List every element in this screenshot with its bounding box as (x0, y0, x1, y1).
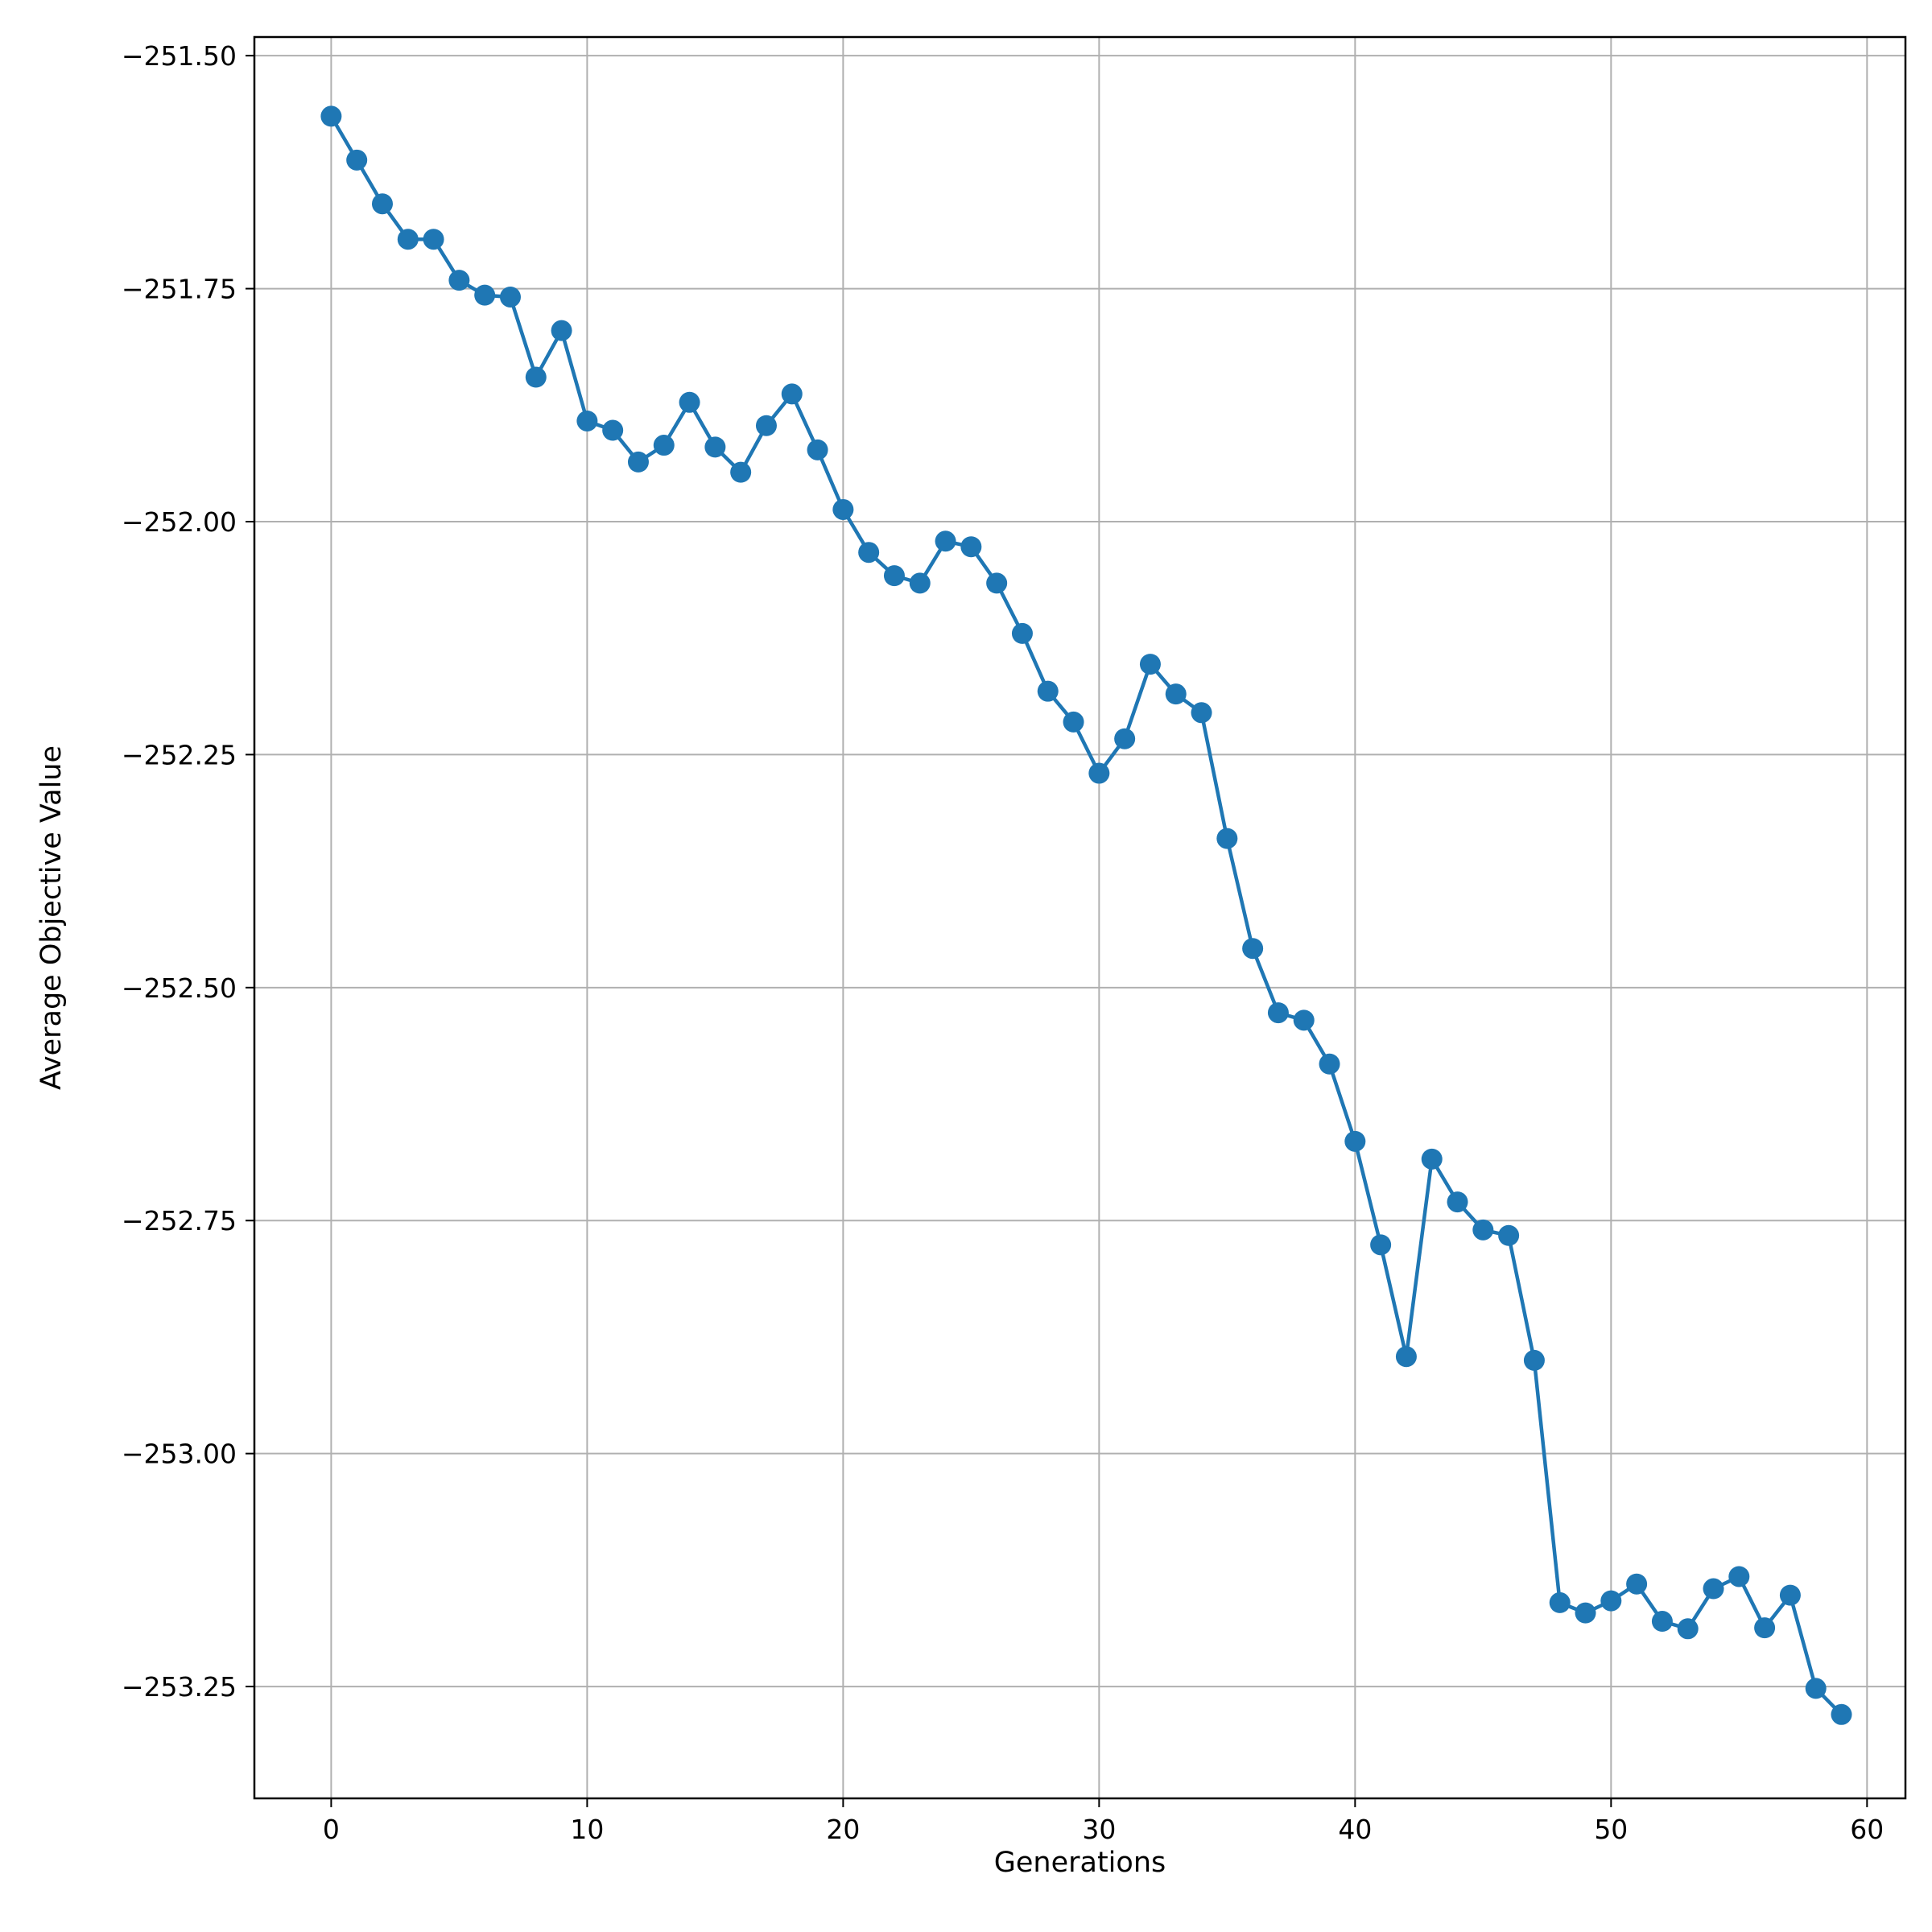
series-line (329, 115, 1843, 1716)
data-point (1472, 1219, 1494, 1241)
data-point (448, 270, 470, 291)
data-point (1267, 1002, 1289, 1024)
grid-lines (254, 37, 1905, 1798)
data-point (1626, 1573, 1648, 1595)
x-tick-label: 60 (1850, 1814, 1884, 1845)
data-point (1831, 1703, 1852, 1725)
data-point (1805, 1678, 1827, 1699)
data-point (346, 149, 368, 171)
data-point (1344, 1130, 1366, 1152)
data-point (781, 383, 803, 405)
data-point (576, 410, 598, 431)
data-point (627, 451, 649, 473)
data-point (1319, 1053, 1340, 1075)
x-axis-label: Generations (994, 1847, 1166, 1879)
data-point (1498, 1224, 1520, 1246)
data-point (1139, 654, 1161, 675)
data-point (909, 572, 931, 594)
x-tick-label: 40 (1338, 1814, 1372, 1845)
data-series (320, 105, 1852, 1725)
y-tick-label: −252.75 (122, 1205, 237, 1236)
data-point (1114, 728, 1136, 749)
data-point (1395, 1346, 1417, 1368)
data-point (397, 229, 419, 250)
data-point (1063, 711, 1084, 733)
y-tick-label: −253.00 (122, 1439, 237, 1470)
data-point (1370, 1234, 1392, 1256)
data-point (832, 498, 854, 520)
data-point (525, 366, 547, 388)
data-point (679, 391, 700, 413)
axis-ticks: 0 10 20 30 40 50 60 −251.50 −251.75 −252.00 −252.2… (122, 40, 1884, 1845)
y-tick-label: −252.00 (122, 506, 237, 538)
data-point (499, 286, 521, 308)
y-tick-label: −253.25 (122, 1671, 237, 1703)
y-axis-label: Average Objective Value (35, 745, 68, 1090)
data-point (755, 415, 777, 436)
data-point (1523, 1349, 1545, 1371)
data-point (320, 105, 342, 127)
data-point (1011, 622, 1033, 644)
data-point (1728, 1566, 1750, 1587)
data-point (1216, 828, 1238, 849)
data-point (551, 320, 572, 341)
data-point (1754, 1617, 1776, 1639)
x-tick-label: 30 (1082, 1814, 1116, 1845)
data-point (704, 436, 726, 458)
data-point (474, 284, 496, 306)
data-point (1293, 1009, 1315, 1031)
x-tick-label: 10 (570, 1814, 604, 1845)
data-point (1165, 683, 1187, 705)
data-point (883, 565, 905, 587)
data-point (1779, 1584, 1801, 1606)
data-point (1549, 1591, 1571, 1613)
data-point (1088, 762, 1110, 784)
data-point (1651, 1611, 1673, 1633)
data-point (1037, 680, 1059, 702)
data-point (807, 439, 828, 460)
data-point (960, 536, 982, 558)
x-tick-label: 0 (323, 1814, 340, 1845)
y-tick-label: −251.75 (122, 274, 237, 305)
data-point (935, 530, 956, 552)
y-tick-label: −251.50 (122, 40, 237, 72)
data-point (423, 229, 444, 250)
x-tick-label: 50 (1594, 1814, 1628, 1845)
data-point (1191, 702, 1212, 724)
y-tick-label: −252.50 (122, 972, 237, 1004)
data-point (1242, 938, 1264, 960)
data-point (1447, 1191, 1468, 1213)
y-tick-label: −252.25 (122, 739, 237, 770)
data-point (653, 435, 675, 456)
data-point (1421, 1148, 1443, 1170)
data-point (371, 193, 393, 215)
data-point (1677, 1618, 1699, 1640)
data-point (730, 461, 752, 483)
plot-frame (253, 35, 1907, 1800)
data-point (858, 542, 880, 564)
data-point (1575, 1602, 1596, 1624)
x-tick-label: 20 (826, 1814, 860, 1845)
data-point (602, 419, 624, 441)
data-point (1600, 1590, 1622, 1612)
data-point (986, 572, 1008, 594)
data-point (1703, 1578, 1724, 1600)
